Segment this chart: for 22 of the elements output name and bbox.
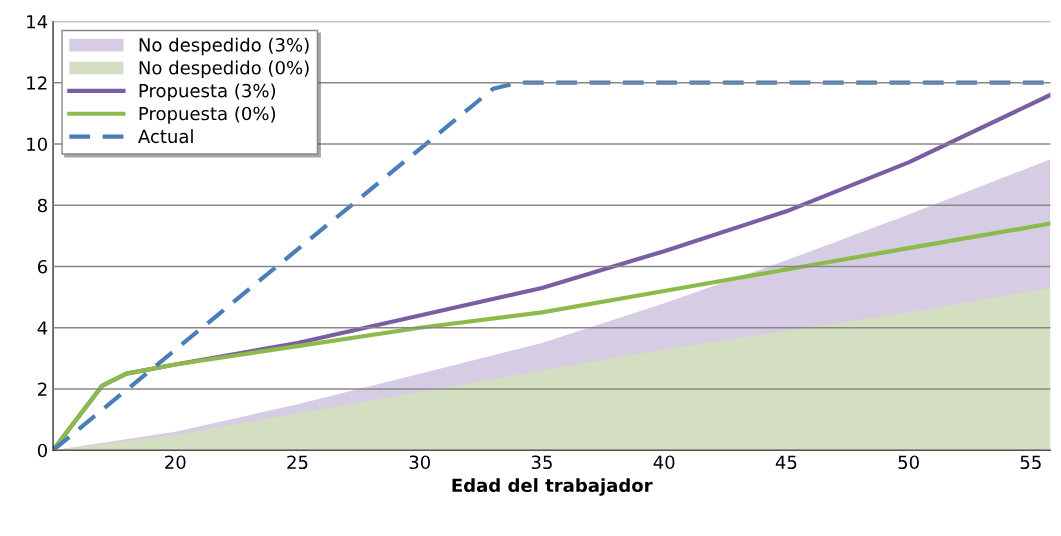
x-tick-label: 35 xyxy=(531,455,552,470)
y-tick-label: 6 xyxy=(37,259,48,274)
y-tick-label: 0 xyxy=(37,443,47,458)
y-tick-label: 8 xyxy=(37,198,47,213)
x-tick-label: 55 xyxy=(1020,455,1041,470)
legend-label: Actual xyxy=(138,129,193,144)
y-tick-label: 14 xyxy=(27,15,48,29)
legend-label: Propuesta (3%) xyxy=(139,83,276,101)
x-tick-label: 40 xyxy=(653,455,675,470)
legend-label: No despedido (3%) xyxy=(139,37,309,56)
y-tick-label: 4 xyxy=(37,321,48,335)
x-tick-label: 50 xyxy=(898,455,919,470)
y-tick-label: 12 xyxy=(27,76,47,90)
x-tick-label: 20 xyxy=(165,455,186,470)
y-tick-label: 2 xyxy=(38,382,47,396)
x-tick-label: 45 xyxy=(775,455,797,470)
legend-label: Propuesta (0%) xyxy=(139,106,276,124)
x-axis-title: Edad del trabajador xyxy=(452,478,653,496)
legend-label: No despedido (0%) xyxy=(139,60,309,79)
y-tick-label: 10 xyxy=(27,137,47,152)
x-tick-label: 25 xyxy=(287,455,308,470)
x-tick-label: 30 xyxy=(409,455,431,470)
